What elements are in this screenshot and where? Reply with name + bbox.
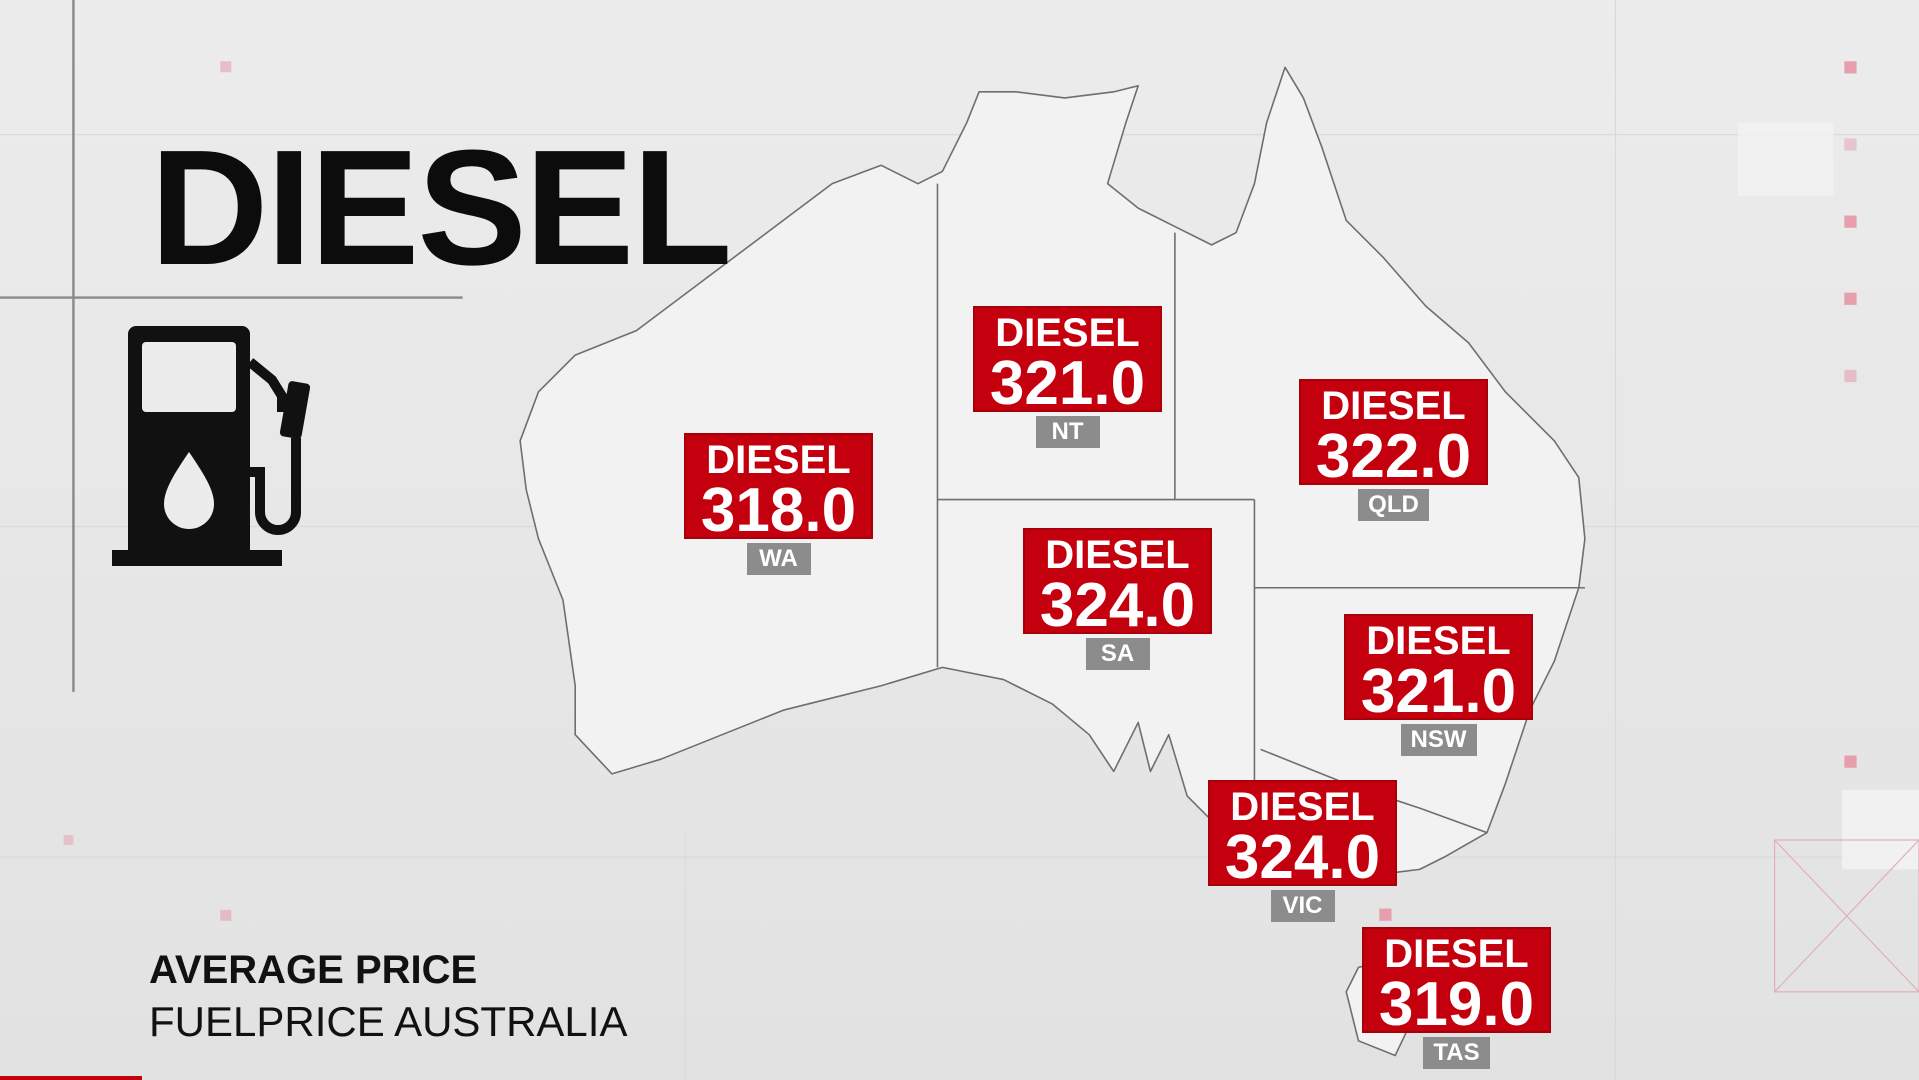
price-value: 321.0 (1360, 657, 1517, 726)
page-title: DIESEL (150, 116, 732, 299)
fuel-type: DIESEL (995, 311, 1140, 355)
price-box: DIESEL 322.0 (1299, 379, 1488, 491)
price-box: DIESEL 324.0 (1208, 780, 1397, 892)
price-box: DIESEL 319.0 (1362, 927, 1551, 1039)
state-tag: NSW (1400, 724, 1477, 756)
price-value: 324.0 (1039, 571, 1196, 640)
state-tag: TAS (1423, 1037, 1490, 1069)
price-label-vic: DIESEL 324.0 VIC (1208, 780, 1397, 922)
price-box: DIESEL 318.0 (684, 433, 873, 545)
price-label-wa: DIESEL 318.0 WA (684, 433, 873, 575)
fuel-type: DIESEL (1045, 533, 1190, 577)
state-tag: QLD (1358, 489, 1429, 521)
fuel-pump-icon (112, 326, 311, 566)
progress-bar (0, 1076, 142, 1080)
source-name: FUELPRICE AUSTRALIA (149, 998, 628, 1045)
price-value: 324.0 (1224, 823, 1381, 892)
price-value: 319.0 (1378, 970, 1535, 1039)
price-box: DIESEL 324.0 (1023, 528, 1212, 640)
state-tag: VIC (1270, 890, 1335, 922)
fuel-type: DIESEL (1230, 785, 1375, 829)
fuel-type: DIESEL (1384, 932, 1529, 976)
fuel-type: DIESEL (706, 438, 851, 482)
mainland-outline (519, 66, 1586, 877)
price-value: 321.0 (989, 349, 1146, 418)
price-label-nsw: DIESEL 321.0 NSW (1344, 614, 1533, 756)
price-value: 322.0 (1315, 422, 1472, 491)
price-label-nt: DIESEL 321.0 NT (973, 306, 1162, 448)
fuel-type: DIESEL (1366, 619, 1511, 663)
source-heading: AVERAGE PRICE (149, 948, 478, 992)
price-value: 318.0 (700, 476, 857, 545)
fuel-type: DIESEL (1321, 384, 1466, 428)
price-box: DIESEL 321.0 (1344, 614, 1533, 726)
price-label-tas: DIESEL 319.0 TAS (1362, 927, 1551, 1069)
state-tag: NT (1035, 416, 1100, 448)
state-tag: SA (1085, 638, 1150, 670)
price-label-sa: DIESEL 324.0 SA (1023, 528, 1212, 670)
price-label-qld: DIESEL 322.0 QLD (1299, 379, 1488, 521)
price-box: DIESEL 321.0 (973, 306, 1162, 418)
state-borders (936, 183, 1585, 858)
state-tag: WA (746, 543, 811, 575)
